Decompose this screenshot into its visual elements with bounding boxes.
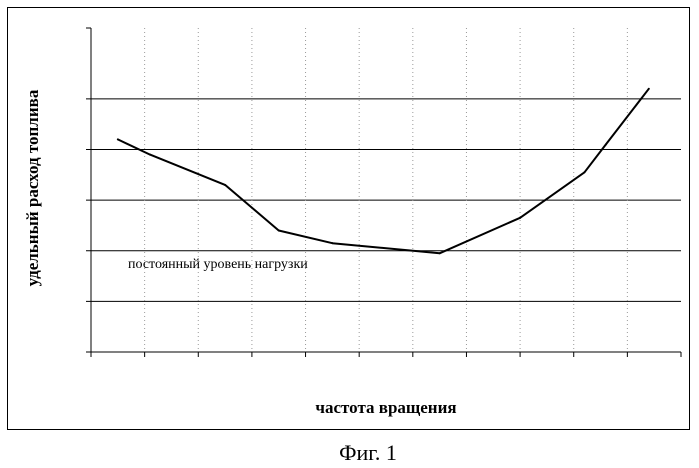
data-point [224, 184, 226, 186]
data-point [519, 217, 521, 219]
data-point [648, 88, 650, 90]
data-point [278, 230, 280, 232]
data-point [605, 143, 607, 145]
data-point [149, 154, 151, 156]
gridlines [91, 28, 681, 352]
y-axis-label: удельный расход топлива [23, 90, 43, 287]
chart-annotation: постоянный уровень нагрузки [128, 257, 308, 273]
x-axis-label: частота вращения [315, 398, 456, 418]
series [117, 88, 650, 255]
data-point [117, 138, 119, 140]
series-line [118, 89, 649, 254]
data-point [583, 171, 585, 173]
axes [86, 28, 681, 357]
data-point [439, 252, 441, 254]
data-point [331, 242, 333, 244]
figure-caption: Фиг. 1 [339, 440, 397, 466]
